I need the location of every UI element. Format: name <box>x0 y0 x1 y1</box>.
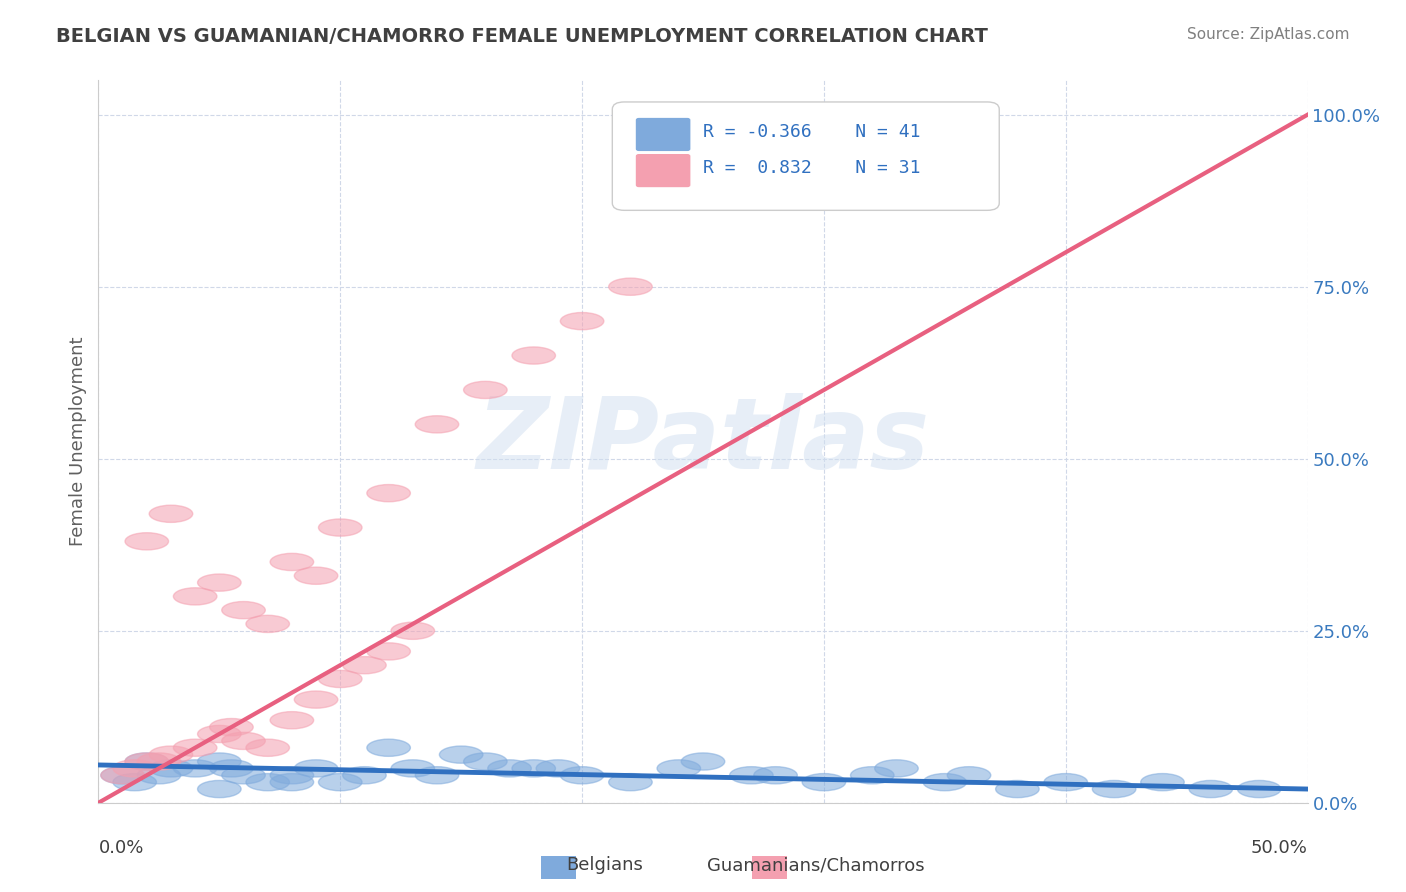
Ellipse shape <box>512 347 555 364</box>
Ellipse shape <box>173 588 217 605</box>
Text: ZIPatlas: ZIPatlas <box>477 393 929 490</box>
Ellipse shape <box>803 773 845 791</box>
Ellipse shape <box>948 767 991 784</box>
Text: R =  0.832    N = 31: R = 0.832 N = 31 <box>703 160 921 178</box>
Ellipse shape <box>391 760 434 777</box>
Text: Guamanians/Chamorros: Guamanians/Chamorros <box>707 856 924 874</box>
Ellipse shape <box>246 773 290 791</box>
Ellipse shape <box>730 767 773 784</box>
Ellipse shape <box>488 760 531 777</box>
Ellipse shape <box>609 278 652 295</box>
Ellipse shape <box>138 767 180 784</box>
Ellipse shape <box>1045 773 1087 791</box>
Ellipse shape <box>209 719 253 736</box>
Ellipse shape <box>754 767 797 784</box>
Ellipse shape <box>924 773 966 791</box>
Ellipse shape <box>367 484 411 501</box>
Ellipse shape <box>343 767 387 784</box>
Text: R = -0.366    N = 41: R = -0.366 N = 41 <box>703 123 921 141</box>
Ellipse shape <box>112 760 156 777</box>
Ellipse shape <box>149 505 193 523</box>
Y-axis label: Female Unemployment: Female Unemployment <box>69 337 87 546</box>
Ellipse shape <box>415 767 458 784</box>
Ellipse shape <box>125 533 169 549</box>
Ellipse shape <box>319 671 361 688</box>
Ellipse shape <box>294 760 337 777</box>
Ellipse shape <box>270 553 314 571</box>
Ellipse shape <box>391 623 434 640</box>
Ellipse shape <box>319 773 361 791</box>
Text: Belgians: Belgians <box>567 856 643 874</box>
FancyBboxPatch shape <box>613 102 1000 211</box>
Ellipse shape <box>367 739 411 756</box>
Ellipse shape <box>222 601 266 619</box>
Ellipse shape <box>1092 780 1136 797</box>
Ellipse shape <box>198 753 240 770</box>
Ellipse shape <box>246 739 290 756</box>
Ellipse shape <box>367 643 411 660</box>
Text: 50.0%: 50.0% <box>1251 838 1308 857</box>
Ellipse shape <box>464 381 508 399</box>
Ellipse shape <box>294 567 337 584</box>
Ellipse shape <box>682 753 724 770</box>
Ellipse shape <box>536 760 579 777</box>
Ellipse shape <box>198 725 240 742</box>
Ellipse shape <box>173 739 217 756</box>
Ellipse shape <box>1237 780 1281 797</box>
Ellipse shape <box>101 767 145 784</box>
Ellipse shape <box>138 753 180 770</box>
FancyBboxPatch shape <box>637 154 690 186</box>
Ellipse shape <box>101 767 145 784</box>
Ellipse shape <box>512 760 555 777</box>
Ellipse shape <box>415 416 458 433</box>
Ellipse shape <box>319 519 361 536</box>
Ellipse shape <box>1140 773 1184 791</box>
Ellipse shape <box>198 574 240 591</box>
Ellipse shape <box>112 773 156 791</box>
Ellipse shape <box>561 312 603 330</box>
Ellipse shape <box>125 753 169 770</box>
Ellipse shape <box>270 767 314 784</box>
Ellipse shape <box>343 657 387 673</box>
Ellipse shape <box>149 746 193 764</box>
Ellipse shape <box>222 767 266 784</box>
Ellipse shape <box>851 767 894 784</box>
Ellipse shape <box>222 732 266 749</box>
Ellipse shape <box>173 760 217 777</box>
Ellipse shape <box>561 767 603 784</box>
Text: Source: ZipAtlas.com: Source: ZipAtlas.com <box>1187 27 1350 42</box>
Ellipse shape <box>657 760 700 777</box>
Ellipse shape <box>1189 780 1233 797</box>
Ellipse shape <box>294 691 337 708</box>
Ellipse shape <box>270 773 314 791</box>
Text: BELGIAN VS GUAMANIAN/CHAMORRO FEMALE UNEMPLOYMENT CORRELATION CHART: BELGIAN VS GUAMANIAN/CHAMORRO FEMALE UNE… <box>56 27 988 45</box>
Ellipse shape <box>609 773 652 791</box>
Ellipse shape <box>440 746 482 764</box>
Ellipse shape <box>246 615 290 632</box>
Ellipse shape <box>209 760 253 777</box>
Ellipse shape <box>125 753 169 770</box>
Ellipse shape <box>149 760 193 777</box>
Ellipse shape <box>995 780 1039 797</box>
Ellipse shape <box>270 712 314 729</box>
Ellipse shape <box>464 753 508 770</box>
Ellipse shape <box>198 780 240 797</box>
Ellipse shape <box>875 760 918 777</box>
FancyBboxPatch shape <box>637 119 690 151</box>
Text: 0.0%: 0.0% <box>98 838 143 857</box>
